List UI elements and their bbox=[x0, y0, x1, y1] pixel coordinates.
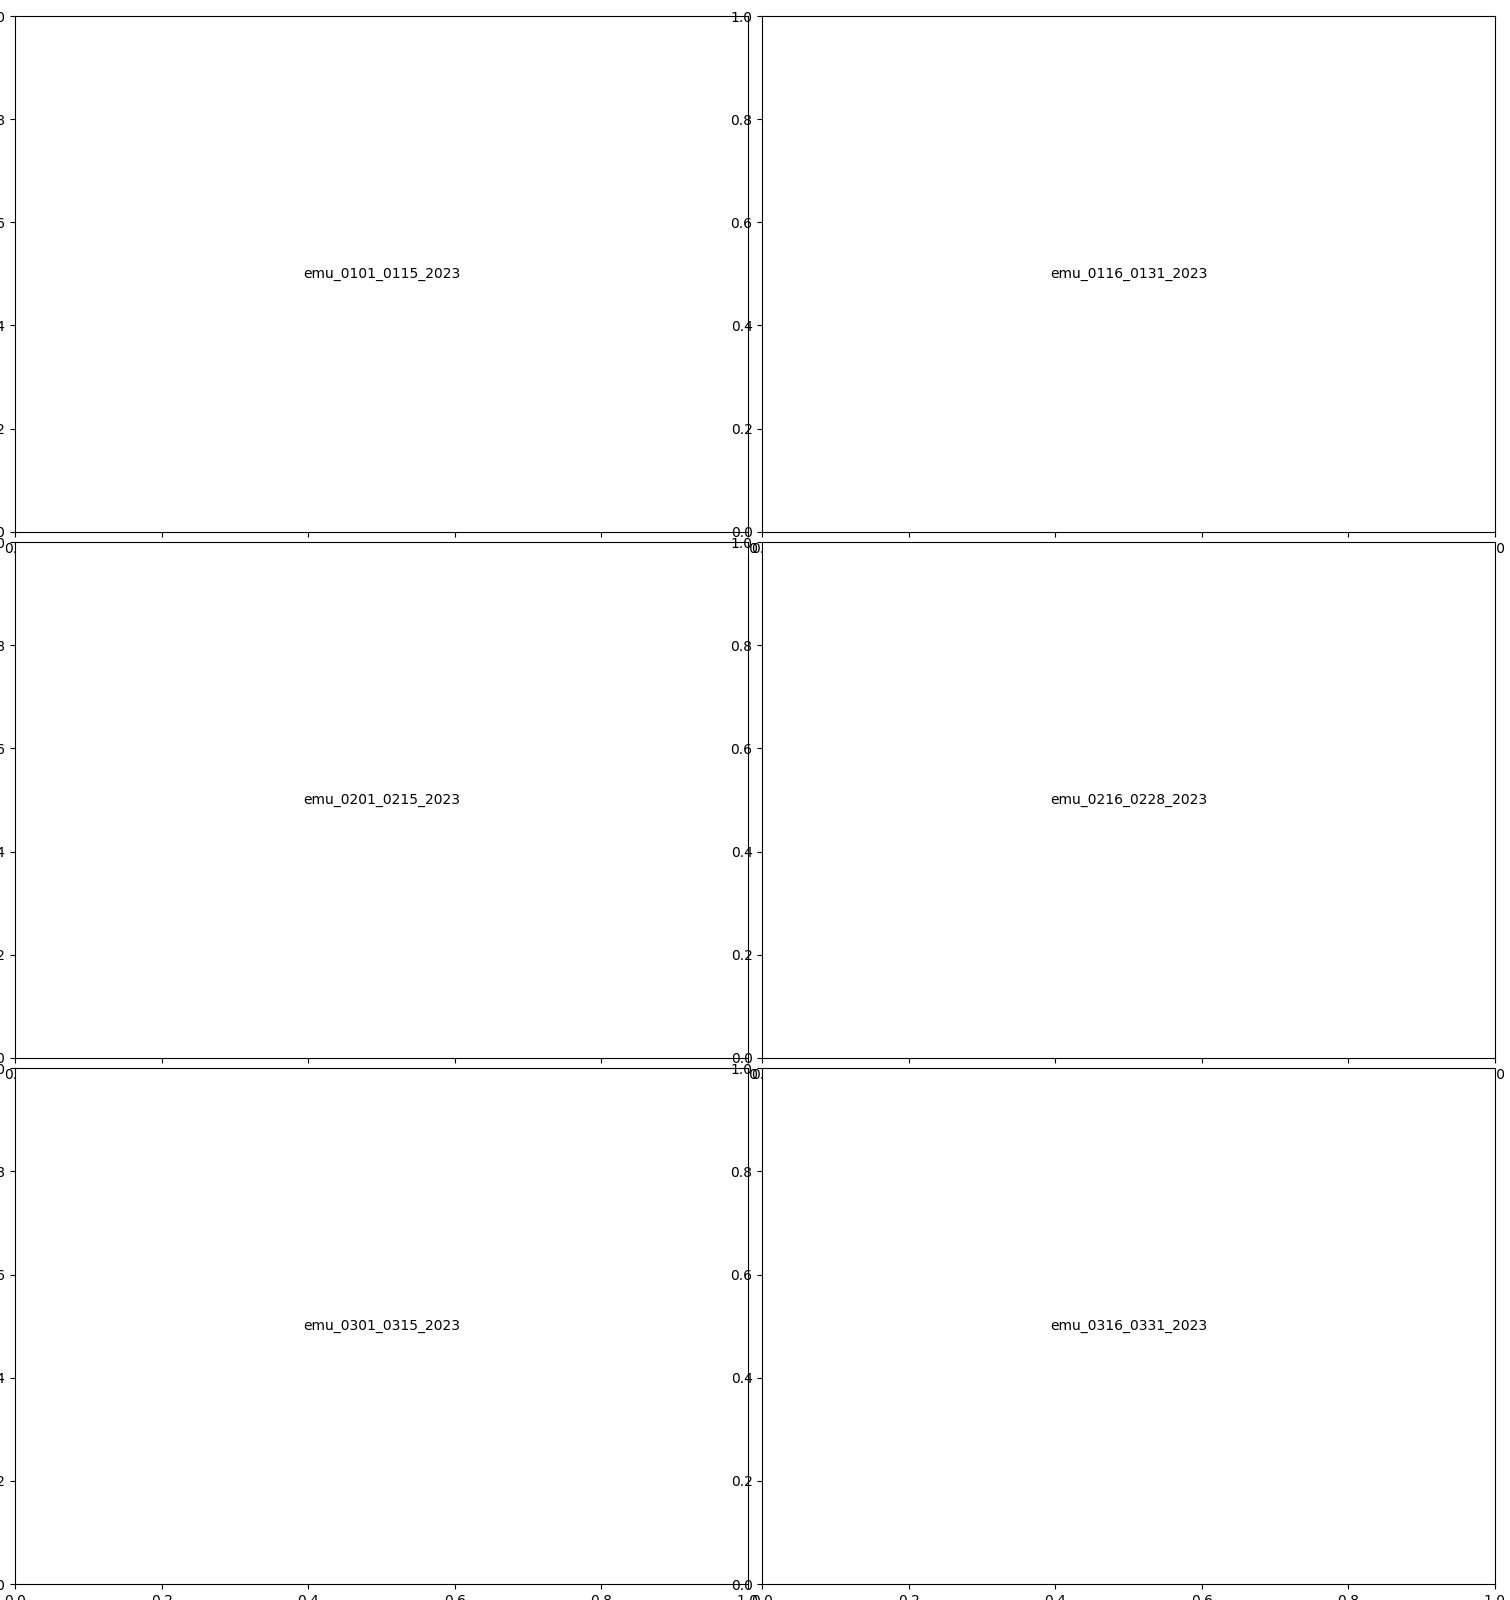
Text: emu_0101_0115_2023: emu_0101_0115_2023 bbox=[304, 267, 461, 282]
Text: emu_0116_0131_2023: emu_0116_0131_2023 bbox=[1049, 267, 1208, 282]
Text: emu_0201_0215_2023: emu_0201_0215_2023 bbox=[304, 794, 461, 806]
Text: emu_0301_0315_2023: emu_0301_0315_2023 bbox=[304, 1318, 461, 1333]
Text: emu_0216_0228_2023: emu_0216_0228_2023 bbox=[1049, 794, 1206, 806]
Text: emu_0316_0331_2023: emu_0316_0331_2023 bbox=[1049, 1318, 1206, 1333]
